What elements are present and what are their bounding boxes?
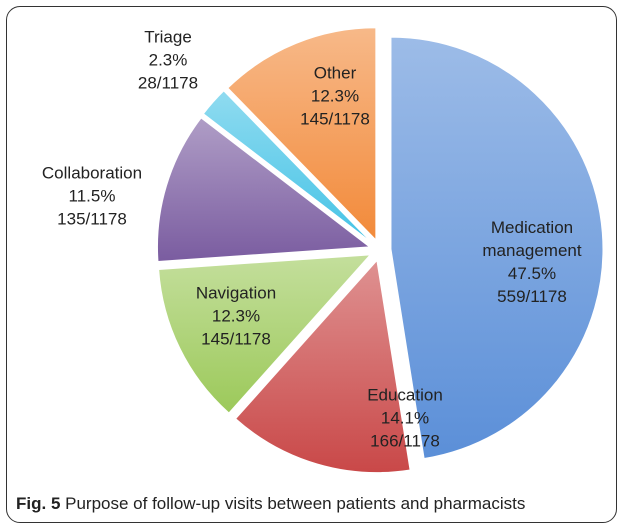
slice-label: Navigation 12.3% 145/1178	[161, 282, 311, 351]
percent-label: 14.1%	[380, 408, 430, 428]
slice-label: Education 14.1% 166/1178	[330, 384, 480, 453]
caption: Fig. 5 Purpose of follow-up visits betwe…	[16, 494, 525, 514]
percent-label: 2.3%	[148, 50, 188, 70]
slice	[202, 90, 373, 244]
percent-label: 12.3%	[310, 86, 360, 106]
count-label: 28/1178	[137, 73, 199, 93]
count-label: 135/1178	[57, 209, 127, 229]
slice	[156, 117, 371, 263]
slice-label: Other 12.3% 145/1178	[260, 62, 410, 131]
category-label: Other	[313, 63, 357, 83]
frame	[6, 6, 617, 523]
category-label: Education	[367, 385, 443, 405]
count-label: 559/1178	[497, 287, 567, 306]
category-label: Medication management	[482, 218, 582, 260]
category-label: Collaboration	[41, 163, 143, 183]
percent-label: 12.3%	[211, 306, 261, 326]
percent-label: 47.5%	[507, 264, 557, 283]
slice	[390, 36, 604, 460]
count-label: 145/1178	[300, 109, 370, 129]
caption-label: Fig. 5	[16, 494, 61, 513]
count-label: 145/1178	[201, 329, 271, 349]
slice	[227, 27, 377, 242]
caption-text: Purpose of follow-up visits between pati…	[65, 494, 526, 513]
category-label: Triage	[144, 27, 192, 47]
slice	[234, 259, 411, 474]
slice-label: Collaboration 11.5% 135/1178	[17, 162, 167, 231]
category-label: Navigation	[195, 283, 277, 303]
percent-label: 11.5%	[68, 186, 116, 206]
slice-label: Triage 2.3% 28/1178	[93, 26, 243, 95]
count-label: 166/1178	[370, 431, 440, 451]
slice	[158, 254, 372, 414]
slice-label: Medication management 47.5% 559/1178	[457, 216, 607, 308]
